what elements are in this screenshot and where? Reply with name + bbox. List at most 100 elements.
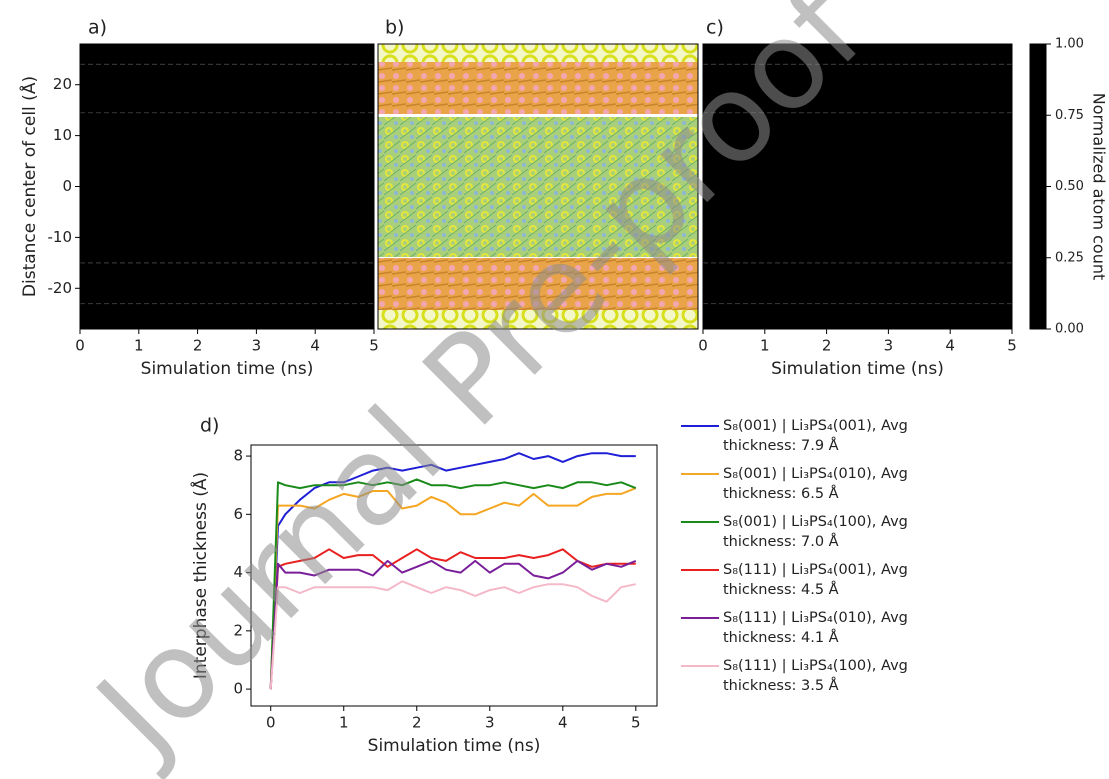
colorbar-tick-label: 0.00 xyxy=(1055,322,1084,337)
colorbar-step xyxy=(1030,138,1046,142)
colorbar-label: Normalized atom count xyxy=(1090,93,1109,281)
colorbar-step xyxy=(1030,192,1046,196)
heatmap-cell xyxy=(80,155,374,167)
heatmap-cell xyxy=(80,94,374,106)
x-tick-label: 4 xyxy=(558,714,568,732)
colorbar-step xyxy=(1030,234,1046,239)
colorbar-step xyxy=(1030,101,1046,105)
colorbar-step xyxy=(1030,209,1046,213)
colorbar-step xyxy=(1030,206,1046,210)
legend-entry: S₈(001) | Li₃PS₄(100), Avg thickness: 7.… xyxy=(675,512,925,560)
panel-label: c) xyxy=(706,17,724,39)
legend-swatch xyxy=(681,473,719,475)
heatmap-cell xyxy=(703,74,1012,86)
colorbar-step xyxy=(1030,254,1046,259)
colorbar-step xyxy=(1030,66,1046,71)
y-tick-label: 6 xyxy=(233,505,243,523)
heatmap-cell xyxy=(703,318,1012,330)
heatmap-cell xyxy=(80,237,374,249)
colorbar-step xyxy=(1030,106,1046,111)
colorbar-step xyxy=(1030,314,1046,319)
colorbar-step xyxy=(1030,323,1046,327)
legend-label: S₈(111) | Li₃PS₄(001), Avg thickness: 4.… xyxy=(723,562,908,598)
x-axis-label: Simulation time (ns) xyxy=(141,359,314,379)
x-tick-label: 3 xyxy=(884,337,894,355)
legend-label: S₈(111) | Li₃PS₄(100), Avg thickness: 3.… xyxy=(723,658,908,694)
panel-label: b) xyxy=(385,17,404,39)
heatmap-cell xyxy=(703,64,1012,76)
colorbar-step xyxy=(1030,326,1046,330)
y-axis-label: Distance center of cell (Å) xyxy=(18,76,40,297)
heatmap-cell xyxy=(703,94,1012,106)
colorbar-step xyxy=(1030,158,1046,162)
heatmap-cell xyxy=(80,267,374,279)
y-axis-label: Interphase thickness (Å) xyxy=(189,472,211,679)
legend-entry: S₈(111) | Li₃PS₄(100), Avg thickness: 3.… xyxy=(675,656,925,704)
colorbar-tick-label: 0.50 xyxy=(1055,179,1084,194)
heatmap-cell xyxy=(80,247,374,259)
legend-entry: S₈(001) | Li₃PS₄(001), Avg thickness: 7.… xyxy=(675,416,925,464)
colorbar-step xyxy=(1030,83,1046,88)
heatmap-cell xyxy=(80,206,374,218)
colorbar-step xyxy=(1030,112,1046,116)
legend-label: S₈(001) | Li₃PS₄(001), Avg thickness: 7.… xyxy=(723,418,908,454)
colorbar-tick-label: 1.00 xyxy=(1055,37,1084,52)
heatmap-cell xyxy=(703,288,1012,299)
plot-frame xyxy=(250,444,658,707)
heatmap-cell xyxy=(703,237,1012,249)
colorbar-step xyxy=(1030,215,1046,219)
interphase-layer xyxy=(378,258,698,310)
colorbar-step xyxy=(1030,277,1046,282)
colorbar-step xyxy=(1030,289,1046,293)
colorbar-step xyxy=(1030,146,1046,150)
colorbar-step xyxy=(1030,98,1046,102)
colorbar-step xyxy=(1030,200,1046,205)
heatmap-cell xyxy=(80,278,374,289)
legend-label: S₈(111) | Li₃PS₄(010), Avg thickness: 4.… xyxy=(723,610,908,646)
heatmap-cell xyxy=(80,125,374,137)
colorbar-step xyxy=(1030,260,1046,264)
colorbar-step xyxy=(1030,320,1046,324)
legend-entry: S₈(111) | Li₃PS₄(010), Avg thickness: 4.… xyxy=(675,608,925,656)
colorbar-step xyxy=(1030,220,1046,225)
colorbar-step xyxy=(1030,172,1046,176)
colorbar-step xyxy=(1030,44,1046,48)
heatmap-cell xyxy=(703,135,1012,147)
heatmap-cell xyxy=(80,145,374,157)
heatmap-cell xyxy=(80,196,374,208)
colorbar-step xyxy=(1030,123,1046,128)
heatmap-cell xyxy=(703,54,1012,65)
colorbar-step xyxy=(1030,180,1046,185)
structure-image xyxy=(377,43,699,330)
colorbar-step xyxy=(1030,63,1046,68)
colorbar-step xyxy=(1030,263,1046,267)
colorbar-step xyxy=(1030,126,1046,130)
legend-entry: S₈(001) | Li₃PS₄(010), Avg thickness: 6.… xyxy=(675,464,925,512)
panel-label: a) xyxy=(88,17,107,39)
heatmap-cell xyxy=(703,308,1012,320)
heatmap-cell xyxy=(703,267,1012,279)
x-axis-label: Simulation time (ns) xyxy=(771,359,944,379)
heatmap-cell xyxy=(80,135,374,147)
colorbar-step xyxy=(1030,135,1046,139)
colorbar-step xyxy=(1030,103,1046,108)
colorbar-step xyxy=(1030,294,1046,299)
heatmap-cell xyxy=(80,186,374,198)
colorbar-step xyxy=(1030,143,1046,148)
plot-frame xyxy=(702,43,1013,330)
legend-swatch xyxy=(681,569,719,571)
sulfur-layer xyxy=(378,310,698,329)
series-line xyxy=(269,478,637,690)
interphase-layer xyxy=(378,62,698,114)
x-tick-label: 3 xyxy=(485,714,495,732)
colorbar-step xyxy=(1030,240,1046,244)
colorbar-step xyxy=(1030,266,1046,270)
colorbar-step xyxy=(1030,92,1046,96)
heatmap-cell xyxy=(80,54,374,65)
legend-swatch xyxy=(681,521,719,523)
heatmap-cell xyxy=(703,227,1012,238)
heatmap-cell xyxy=(80,105,374,116)
colorbar-step xyxy=(1030,72,1046,76)
colorbar-step xyxy=(1030,177,1046,182)
colorbar-step xyxy=(1030,212,1046,216)
